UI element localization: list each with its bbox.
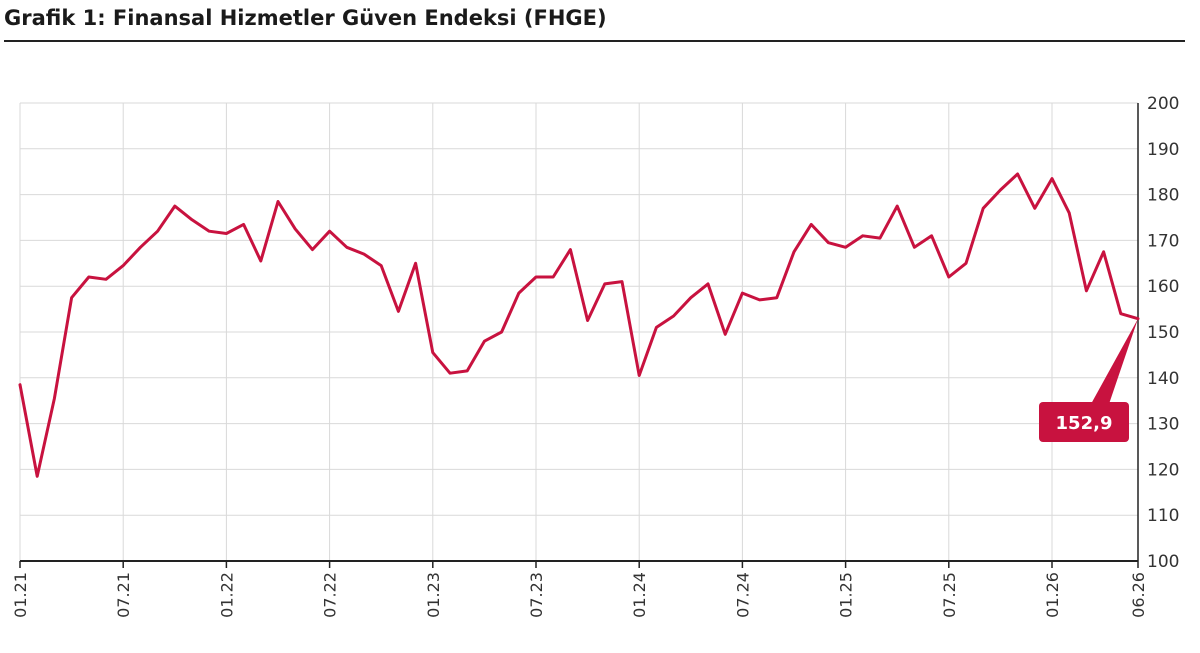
x-axis: 01.21 07.21 01.22 07.22 01.23 07.23 01.24 07.24… xyxy=(11,560,1148,618)
y-tick-label: 190 xyxy=(1147,140,1179,160)
series-layer xyxy=(18,172,1140,478)
y-tick-label: 100 xyxy=(1147,552,1179,572)
y-tick-label: 160 xyxy=(1147,277,1179,297)
x-tick-label: 06.26 xyxy=(1129,572,1148,618)
x-tick-label: 01.26 xyxy=(1043,572,1062,618)
y-tick-label: 110 xyxy=(1147,506,1179,526)
x-tick-label: 01.22 xyxy=(217,572,236,618)
title-divider xyxy=(4,40,1185,42)
y-tick-label: 120 xyxy=(1147,460,1179,480)
y-tick-label: 180 xyxy=(1147,186,1179,206)
x-tick-label: 07.23 xyxy=(527,572,546,618)
y-tick-label: 170 xyxy=(1147,231,1179,251)
x-tick-label: 07.25 xyxy=(940,572,959,618)
y-tick-label: 150 xyxy=(1147,323,1179,343)
callout-label: 152,9 xyxy=(1056,413,1113,434)
y-axis: 100 110 120 130 140 150 160 170 180 190 200 xyxy=(1137,94,1179,572)
callout-box xyxy=(1039,402,1129,442)
x-tick-label: 01.24 xyxy=(630,572,649,618)
annotation-layer: 152,9 xyxy=(1039,318,1138,442)
callout-pointer xyxy=(1091,318,1138,404)
x-tick-label: 01.21 xyxy=(11,572,30,618)
x-tick-label: 01.25 xyxy=(837,572,856,618)
grid xyxy=(19,102,1139,561)
x-tick-label: 07.21 xyxy=(114,572,133,618)
y-tick-label: 130 xyxy=(1147,415,1179,435)
chart-title: Grafik 1: Finansal Hizmetler Güven Endek… xyxy=(4,6,607,30)
x-tick-label: 07.22 xyxy=(321,572,340,618)
series-line xyxy=(18,172,1140,478)
y-tick-label: 200 xyxy=(1147,94,1179,114)
x-tick-label: 07.24 xyxy=(733,572,752,618)
x-tick-label: 01.23 xyxy=(424,572,443,618)
y-tick-label: 140 xyxy=(1147,369,1179,389)
